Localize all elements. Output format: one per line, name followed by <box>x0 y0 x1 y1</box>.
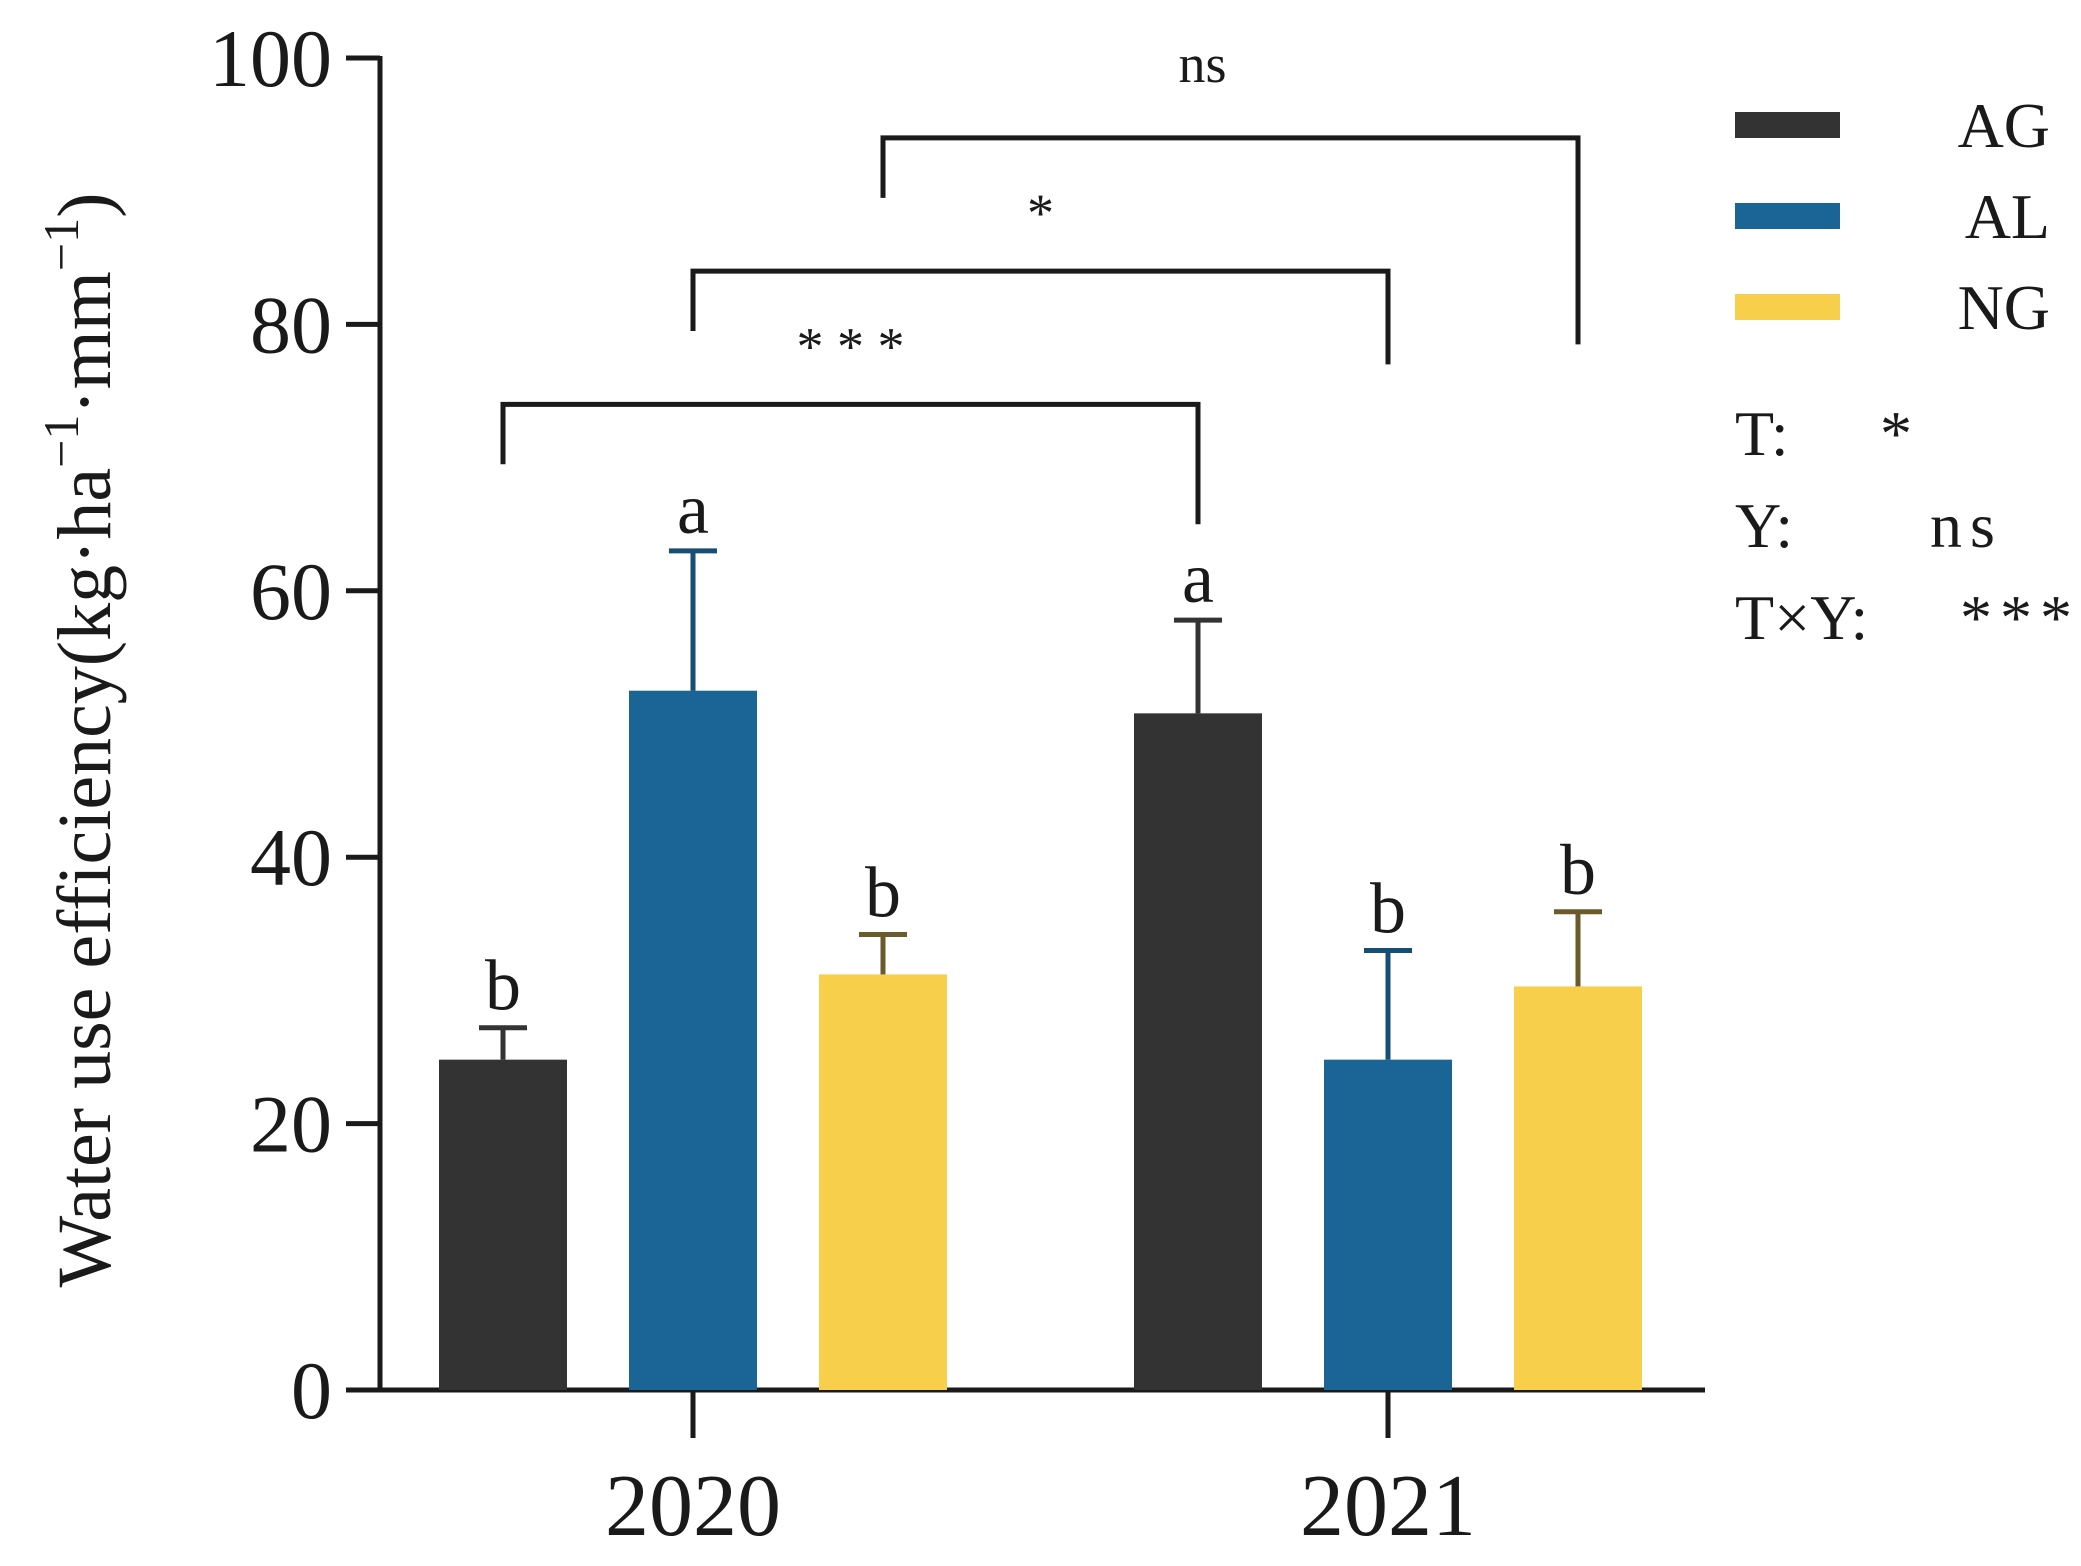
legend-label-ag: AG <box>1958 90 2050 161</box>
y-tick-label: 40 <box>250 812 332 903</box>
comparison-label-al: * <box>1027 183 1054 243</box>
bar-ng-2021 <box>1514 986 1642 1390</box>
stat-value: *** <box>1960 582 2080 653</box>
stat-value: ns <box>1930 490 2003 561</box>
comparison-label-ng: ns <box>1178 34 1226 94</box>
bar-ag-2020 <box>439 1059 567 1390</box>
comparison-label-ag: * * * <box>797 316 905 376</box>
y-axis-title-prefix: Water use efficiency(kg·ha <box>43 468 127 1288</box>
significance-letter: b <box>1560 830 1596 910</box>
significance-letter: b <box>485 946 521 1026</box>
comparison-bracket-ag <box>500 401 1201 525</box>
y-axis-title-suffix: ) <box>43 193 127 218</box>
legend-label-ng: NG <box>1958 272 2050 343</box>
bar-al-2020 <box>629 690 757 1390</box>
comparison-bracket-ng <box>880 135 1581 345</box>
y-tick-label: 60 <box>250 546 332 637</box>
bar-ng-2020 <box>819 974 947 1390</box>
y-tick-label: 100 <box>209 13 332 104</box>
legend-swatch-ag <box>1735 112 1840 138</box>
legend-swatch-ng <box>1735 294 1840 320</box>
legend-label-al: AL <box>1965 181 2050 252</box>
y-axis-title-middle: ·mm <box>43 271 127 415</box>
y-tick-label: 80 <box>250 279 332 370</box>
bar-ag-2021 <box>1134 713 1262 1390</box>
comparison-bracket-al <box>690 268 1391 365</box>
stat-key: Y: <box>1735 490 1793 561</box>
legend-swatch-al <box>1735 203 1840 229</box>
significance-letter: a <box>1182 538 1214 618</box>
x-tick-label: 2021 <box>1300 1458 1476 1555</box>
stat-value: * <box>1880 398 1920 469</box>
y-axis-title-sup1: −1 <box>33 415 89 468</box>
y-axis-title-sup2: −1 <box>33 218 89 271</box>
y-axis-title: Water use efficiency(kg·ha−1·mm−1) <box>33 193 127 1288</box>
significance-letter: b <box>1370 868 1406 948</box>
y-tick-label: 0 <box>291 1345 332 1436</box>
y-tick-label: 20 <box>250 1079 332 1170</box>
significance-letter: a <box>677 469 709 549</box>
significance-letter: b <box>865 852 901 932</box>
x-tick-label: 2020 <box>605 1458 781 1555</box>
stat-key: T×Y: <box>1735 582 1868 653</box>
bar-al-2021 <box>1324 1059 1452 1390</box>
stat-key: T: <box>1735 398 1789 469</box>
